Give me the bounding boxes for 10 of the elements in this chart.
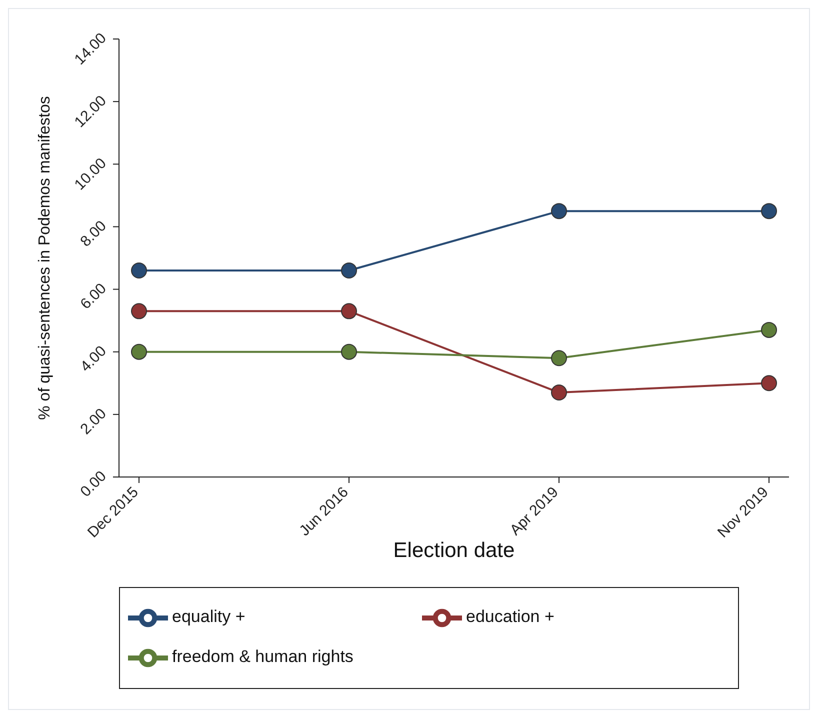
y-tick-label: 4.00 (77, 342, 110, 376)
y-tick-label: 0.00 (77, 468, 110, 500)
y-tick-label: 8.00 (77, 218, 110, 250)
legend-label: equality + (172, 607, 246, 628)
x-axis-title: Election date (393, 539, 515, 562)
y-tick-label: 6.00 (77, 280, 110, 313)
y-tick-label: 2.00 (77, 405, 110, 438)
legend-label: freedom & human rights (172, 647, 354, 668)
legend-label: education + (466, 607, 556, 628)
y-axis-title: % of quasi-sentences in Podemos manifestos (36, 96, 54, 420)
